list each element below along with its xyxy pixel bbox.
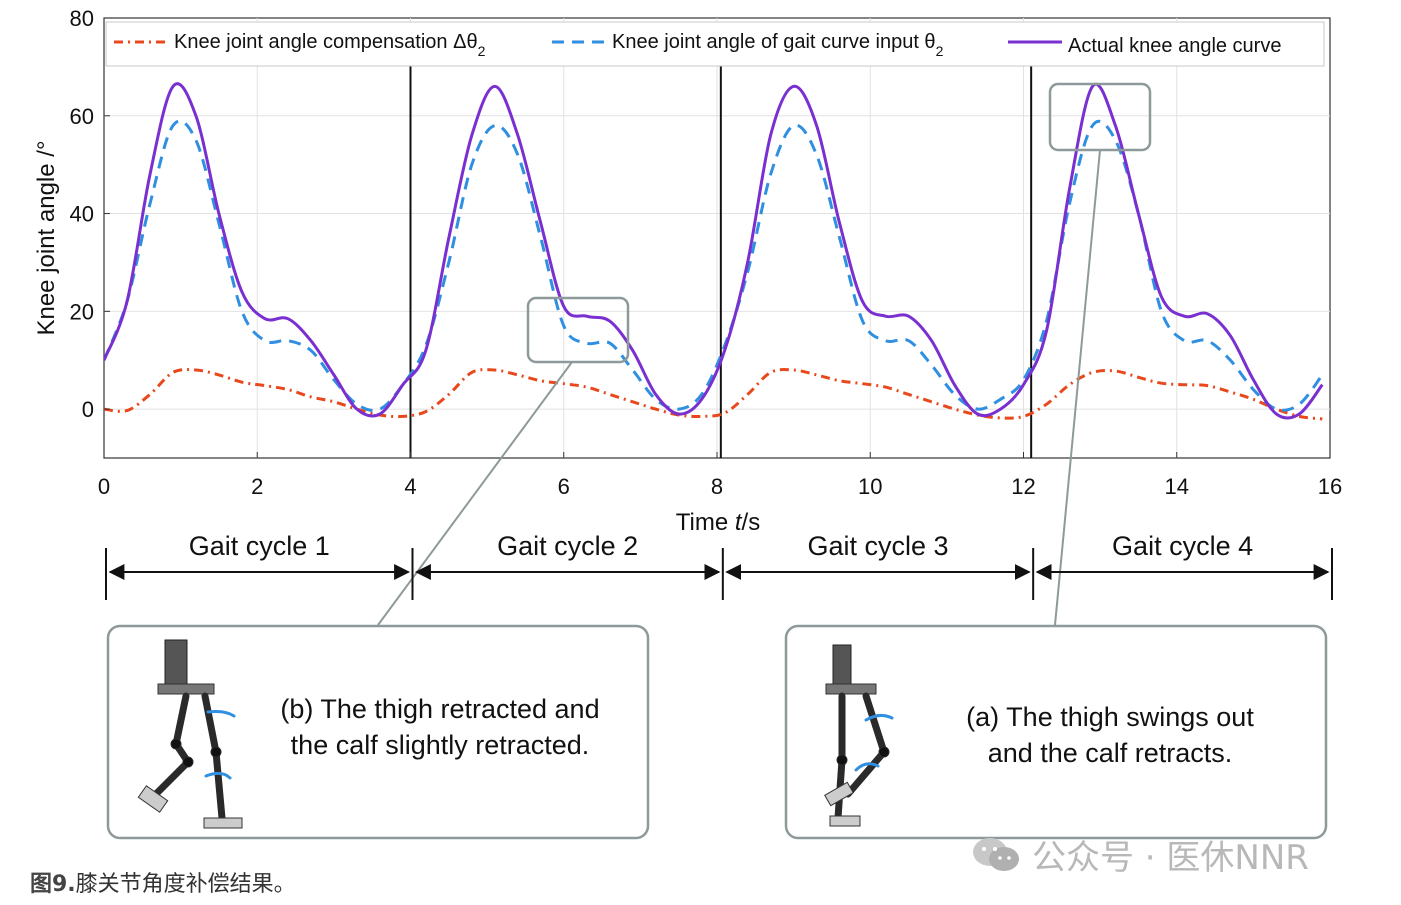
callout-a-line1: (a) The thigh swings out (966, 702, 1254, 732)
callout-b-line2: the calf slightly retracted. (291, 730, 590, 760)
axis-ticks: 0 2 4 6 8 10 12 14 16 0 20 40 60 80 (70, 6, 1343, 499)
x-tick-label: 14 (1165, 474, 1189, 499)
cycle-label: Gait cycle 2 (497, 531, 638, 561)
x-tick-label: 16 (1318, 474, 1342, 499)
x-tick-label: 12 (1011, 474, 1035, 499)
zoom-line-a (1054, 149, 1101, 626)
legend-label-actual: Actual knee angle curve (1068, 35, 1281, 57)
gait-cycle-ranges: Gait cycle 1 Gait cycle 2 Gait cycle 3 Gait… (105, 531, 1333, 600)
callout-a-line2: and the calf retracts. (988, 738, 1233, 768)
y-tick-label: 40 (70, 202, 94, 227)
caption-prefix: 图9. (30, 872, 76, 897)
legend: Knee joint angle compensation Δθ2 Knee j… (105, 21, 1325, 67)
robot-illustration-a (824, 644, 894, 827)
callout-b: (b) The thigh retracted and the calf sli… (106, 624, 650, 840)
series-line-2 (104, 119, 1324, 412)
zoom-box-b (526, 296, 630, 364)
y-tick-label: 80 (70, 6, 94, 31)
x-tick-label: 0 (98, 474, 110, 499)
x-axis-label: Time t/s (676, 509, 760, 536)
legend-label-input: Knee joint angle of gait curve input θ2 (612, 31, 944, 59)
wechat-icon (973, 837, 1019, 871)
cycle-dividers (409, 64, 1033, 458)
x-tick-label: 10 (858, 474, 882, 499)
series-line-3 (104, 82, 1324, 420)
cycle-label: Gait cycle 1 (189, 531, 330, 561)
y-tick-label: 60 (70, 104, 94, 129)
cycle-label: Gait cycle 4 (1112, 531, 1253, 561)
watermark-text: 公众号 · 医休NNR (1032, 838, 1309, 878)
callout-b-line1: (b) The thigh retracted and (280, 694, 599, 724)
x-tick-label: 2 (251, 474, 263, 499)
x-tick-label: 4 (404, 474, 416, 499)
figure-caption: 图9.膝关节角度补偿结果。 (30, 866, 296, 898)
callout-a: (a) The thigh swings out and the calf re… (784, 624, 1328, 840)
legend-label-compensation: Knee joint angle compensation Δθ2 (174, 31, 486, 59)
y-tick-label: 0 (82, 397, 94, 422)
x-tick-label: 8 (711, 474, 723, 499)
caption-text: 膝关节角度补偿结果。 (75, 872, 296, 897)
cycle-label: Gait cycle 3 (807, 531, 948, 561)
series-line-1 (104, 368, 1323, 421)
robot-illustration-b (137, 639, 243, 829)
watermark: 公众号 · 医休NNR (970, 830, 1309, 879)
series-layer (104, 82, 1324, 421)
zoom-line-b (377, 361, 573, 626)
x-tick-label: 6 (558, 474, 570, 499)
y-axis-label: Knee joint angle /° (33, 140, 60, 335)
y-tick-label: 20 (70, 299, 94, 324)
